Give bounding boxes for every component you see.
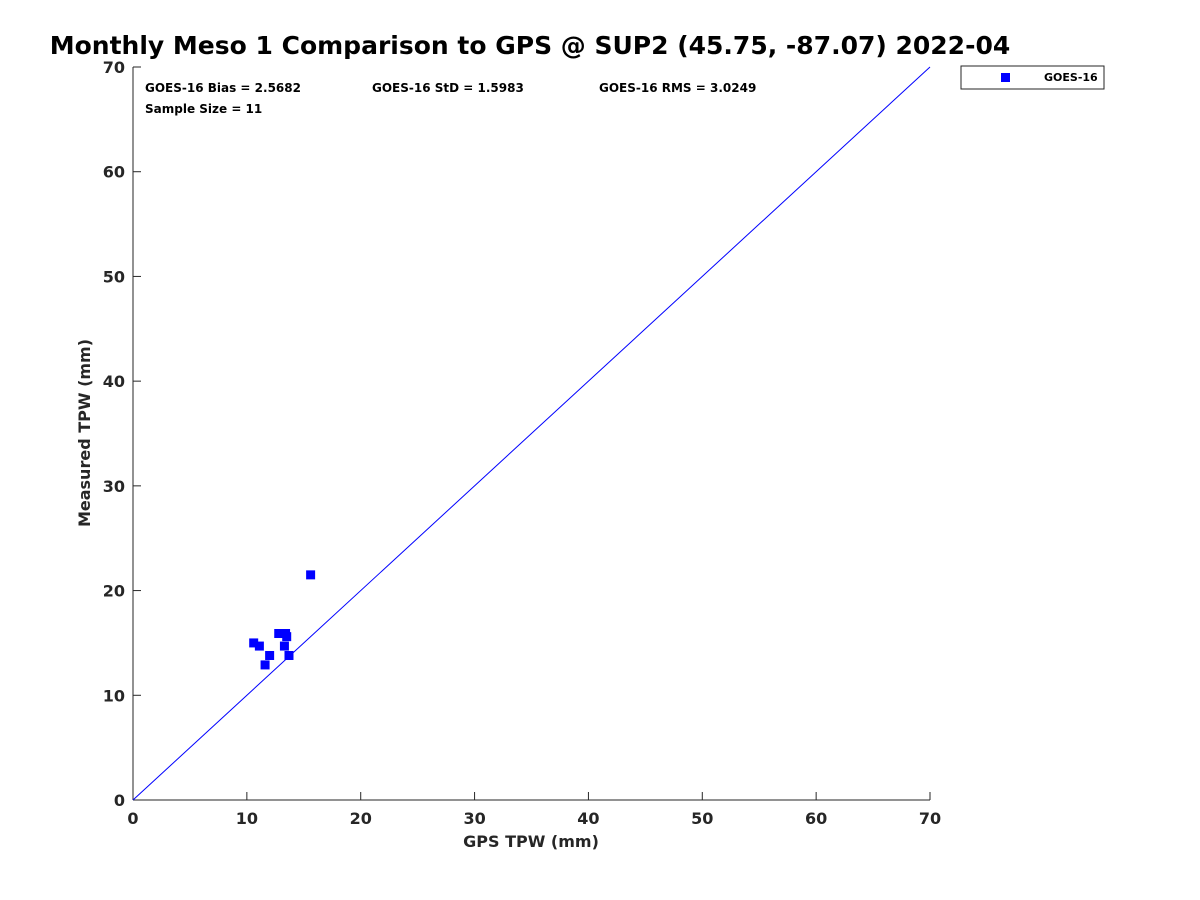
data-point	[284, 650, 294, 660]
std-annotation: GOES-16 StD = 1.5983	[372, 81, 524, 95]
legend-marker	[1001, 73, 1010, 82]
data-point	[282, 632, 292, 642]
data-point	[265, 650, 275, 660]
chart-title: Monthly Meso 1 Comparison to GPS @ SUP2 …	[50, 31, 1011, 60]
x-tick-label: 40	[577, 809, 599, 828]
x-tick-label: 70	[919, 809, 941, 828]
sample-size-annotation: Sample Size = 11	[145, 102, 262, 116]
y-tick-label: 70	[103, 58, 125, 77]
plot-area	[132, 67, 930, 801]
y-tick-label: 30	[103, 477, 125, 496]
x-tick-label: 10	[236, 809, 258, 828]
y-tick-label: 0	[114, 791, 125, 810]
x-tick-label: 20	[350, 809, 372, 828]
bias-annotation: GOES-16 Bias = 2.5682	[145, 81, 301, 95]
data-point	[254, 641, 264, 651]
y-tick-label: 10	[103, 686, 125, 705]
x-tick-label: 50	[691, 809, 713, 828]
legend-label: GOES-16	[1044, 71, 1098, 84]
x-tick-label: 30	[463, 809, 485, 828]
y-tick-label: 20	[103, 582, 125, 601]
one-to-one-reference-line	[132, 66, 931, 801]
y-tick-label: 60	[103, 163, 125, 182]
y-axis-ticks: 0 10 20 30 40 50 60 70	[103, 58, 141, 810]
y-axis-label: Measured TPW (mm)	[75, 339, 94, 527]
legend-box	[960, 65, 1105, 90]
legend: GOES-16	[960, 65, 1105, 90]
data-points	[249, 570, 316, 670]
data-point	[306, 570, 316, 580]
rms-annotation: GOES-16 RMS = 3.0249	[599, 81, 756, 95]
data-point	[249, 638, 259, 648]
y-tick-label: 40	[103, 372, 125, 391]
y-tick-label: 50	[103, 267, 125, 286]
x-axis-ticks: 0 10 20 30 40 50 60 70	[127, 792, 941, 828]
x-tick-label: 0	[127, 809, 138, 828]
data-point	[279, 641, 289, 651]
x-tick-label: 60	[805, 809, 827, 828]
x-axis-label: GPS TPW (mm)	[463, 832, 599, 851]
data-point	[260, 660, 270, 670]
